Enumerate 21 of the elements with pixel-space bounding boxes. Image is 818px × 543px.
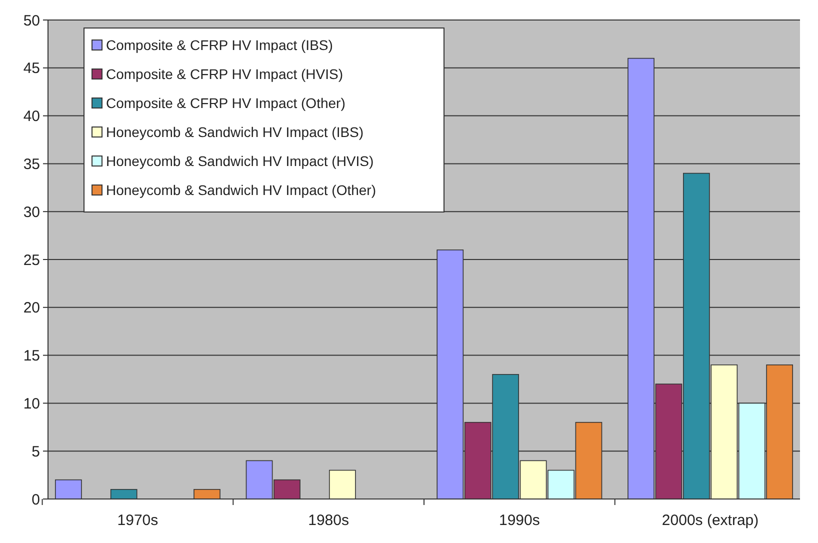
legend-label: Composite & CFRP HV Impact (HVIS) [106, 66, 344, 82]
y-tick-label: 30 [23, 204, 40, 221]
y-tick-label: 50 [23, 12, 40, 30]
y-tick-label: 5 [32, 443, 40, 460]
y-tick-label: 35 [23, 156, 40, 173]
legend-label: Honeycomb & Sandwich HV Impact (Other) [106, 182, 376, 198]
legend-label: Honeycomb & Sandwich HV Impact (HVIS) [106, 152, 374, 169]
y-tick-label: 10 [23, 395, 40, 412]
y-tick-label: 25 [23, 252, 40, 269]
y-tick-label: 15 [23, 348, 40, 365]
y-tick-label: 0 [32, 491, 40, 508]
x-tick-label: 2000s (extrap) [662, 512, 759, 529]
legend-label: Composite & CFRP HV Impact (IBS) [106, 36, 333, 53]
y-tick-label: 45 [23, 60, 40, 78]
x-tick-label: 1990s [498, 512, 540, 529]
legend-label: Honeycomb & Sandwich HV Impact (IBS) [106, 124, 364, 140]
legend-label: Composite & CFRP HV Impact (Other) [106, 94, 346, 111]
x-tick-label: 1970s [117, 512, 158, 529]
x-tick-label: 1980s [308, 512, 350, 529]
y-tick-label: 40 [23, 108, 40, 126]
y-tick-label: 20 [23, 300, 40, 317]
